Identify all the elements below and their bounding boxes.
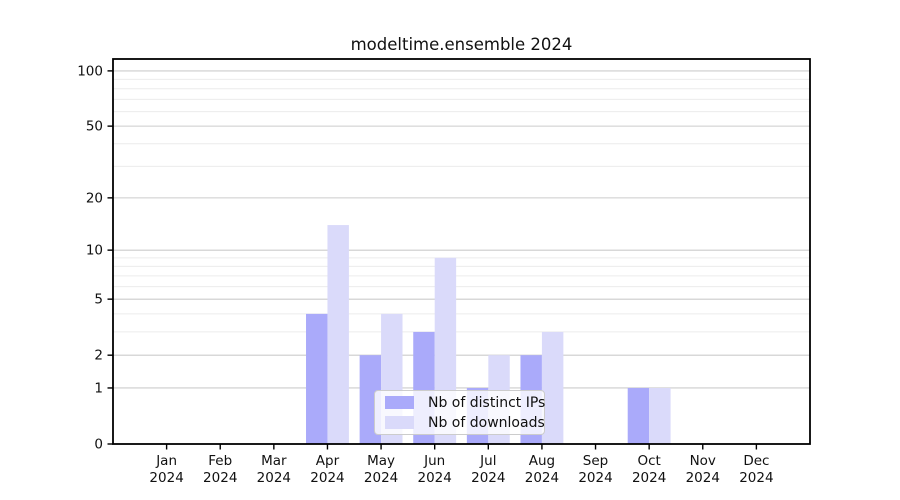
x-tick-label-year: 2024 [632,470,666,486]
legend: Nb of distinct IPs Nb of downloads [374,390,545,435]
x-tick-label-year: 2024 [203,470,237,486]
y-tick-label: 1 [94,380,103,396]
x-tick-label-month: Oct [637,453,660,469]
legend-swatch-downloads [385,416,414,429]
legend-item-downloads: Nb of downloads [385,415,545,431]
chart-title: modeltime.ensemble 2024 [350,35,573,54]
y-tick-label: 10 [86,243,103,259]
y-tick-label: 2 [94,348,103,364]
legend-label-downloads: Nb of downloads [428,414,545,431]
x-tick-label-year: 2024 [364,470,398,486]
x-tick-label-month: Nov [690,453,716,469]
legend-label-distinct-ips: Nb of distinct IPs [428,394,546,411]
legend-swatch-distinct-ips [385,396,414,409]
x-tick-label-year: 2024 [418,470,452,486]
x-tick-label-year: 2024 [525,470,559,486]
x-tick-label-month: Mar [261,453,287,469]
x-tick-label-month: May [367,453,395,469]
x-tick-label-year: 2024 [578,470,612,486]
y-tick-label: 5 [94,292,103,308]
y-tick-label: 0 [94,437,103,453]
x-tick-label-year: 2024 [149,470,183,486]
x-tick-label-month: Aug [529,453,555,469]
x-tick-label-month: Jun [423,453,445,469]
y-tick-label: 20 [86,190,103,206]
y-tick-label: 100 [77,63,103,79]
x-tick-label-year: 2024 [310,470,344,486]
x-tick-label-month: Dec [743,453,769,469]
x-tick-label-month: Jul [479,453,496,469]
x-tick-label-year: 2024 [471,470,505,486]
x-tick-label-month: Apr [316,453,340,469]
x-tick-label-year: 2024 [257,470,291,486]
bar-distinct-ips-apr [306,313,328,444]
x-tick-label-month: Feb [208,453,232,469]
y-tick-label: 50 [86,119,103,135]
x-tick-label-month: Sep [583,453,608,469]
x-tick-label-month: Jan [155,453,177,469]
bar-downloads-apr [327,225,349,444]
x-tick-label-year: 2024 [686,470,720,486]
x-tick-label-year: 2024 [739,470,773,486]
bar-downloads-oct [649,387,671,444]
bar-distinct-ips-oct [627,387,650,444]
legend-item-distinct-ips: Nb of distinct IPs [385,395,545,411]
bar-downloads-aug [541,331,564,444]
plot-border [112,58,811,445]
